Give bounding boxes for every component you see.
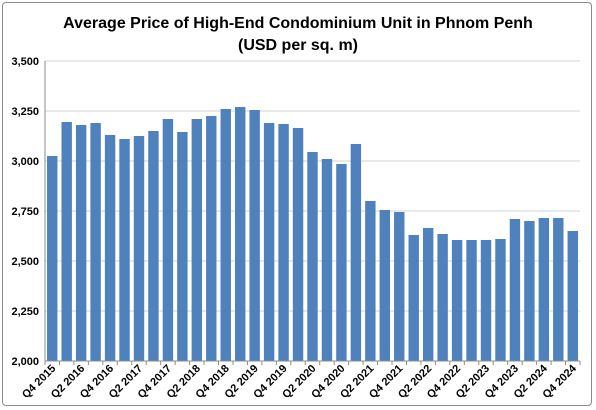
bar <box>553 218 564 361</box>
bar <box>394 212 405 361</box>
bar <box>422 228 434 361</box>
bars <box>47 107 578 361</box>
bar <box>133 136 145 361</box>
bar <box>321 159 333 361</box>
bar <box>61 122 72 361</box>
bar <box>466 240 477 361</box>
bar <box>75 125 87 361</box>
bar <box>524 221 535 361</box>
bar <box>191 119 203 361</box>
bar <box>365 201 376 361</box>
bar <box>234 107 246 361</box>
bar <box>104 135 116 361</box>
bar <box>336 164 347 361</box>
bar <box>177 132 188 361</box>
chart-subtitle: (USD per sq. m) <box>237 37 358 54</box>
bar <box>47 156 58 361</box>
bar <box>350 144 362 361</box>
bar <box>495 239 506 361</box>
y-tick-label: 2,750 <box>11 206 39 218</box>
y-tick-label: 3,500 <box>11 56 39 68</box>
bar <box>249 110 260 361</box>
bar <box>379 210 391 361</box>
bar <box>437 234 448 361</box>
bar <box>278 124 289 361</box>
y-tick-labels: 2,000 2,250 2,500 2,750 3,000 3,250 3,500 <box>11 56 39 368</box>
bar <box>206 116 217 361</box>
bar <box>451 240 463 361</box>
y-tick-label: 2,250 <box>11 306 39 318</box>
bar <box>408 235 419 361</box>
bar <box>567 231 578 361</box>
bar <box>307 152 318 361</box>
bar <box>220 109 231 361</box>
bar <box>509 219 521 361</box>
bar <box>292 128 304 361</box>
axes <box>44 61 581 365</box>
bar <box>90 123 101 361</box>
bar <box>162 119 174 361</box>
bar <box>263 123 275 361</box>
bar <box>148 131 159 361</box>
y-tick-label: 3,000 <box>11 156 39 168</box>
bar <box>538 218 550 361</box>
chart-title: Average Price of High-End Condominium Un… <box>63 15 533 32</box>
y-tick-label: 2,500 <box>11 256 39 268</box>
y-tick-label: 3,250 <box>11 106 39 118</box>
bar <box>119 139 130 361</box>
bar <box>480 240 492 361</box>
y-tick-label: 2,000 <box>11 356 39 368</box>
